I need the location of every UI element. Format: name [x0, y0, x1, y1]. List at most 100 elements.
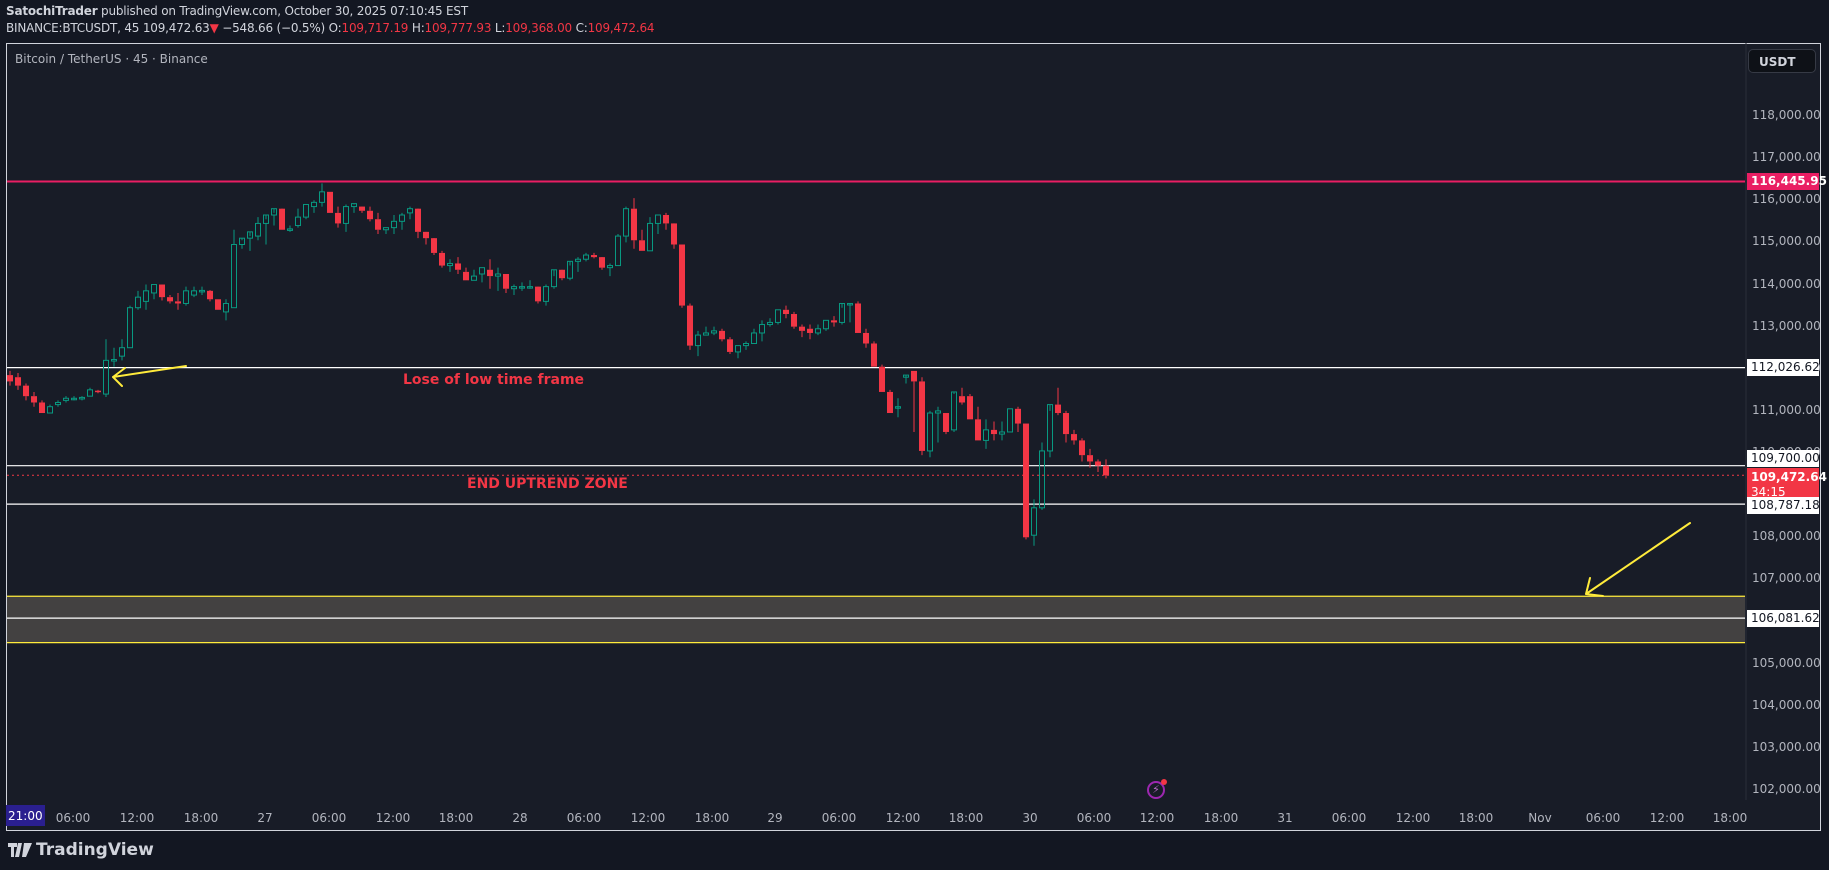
candle-body-up: [927, 412, 933, 452]
candle-body-down: [887, 391, 893, 414]
candle-body-up: [903, 374, 909, 378]
chart-pane[interactable]: [6, 43, 1821, 831]
candle-body-up: [543, 286, 549, 302]
candle-body-down: [687, 305, 693, 346]
price-axis-label: 111,000.00: [1752, 402, 1821, 417]
price-axis-label: 105,000.00: [1752, 655, 1821, 670]
candle-body-up: [607, 265, 613, 269]
price-axis-label: 117,000.00: [1752, 150, 1821, 165]
candle-body-down: [1103, 465, 1109, 476]
annotation-lose-ltf[interactable]: Lose of low time frame: [403, 372, 585, 388]
time-axis-label: 06:00: [1076, 811, 1112, 825]
candle-body-down: [431, 238, 437, 253]
time-axis-label: 29: [767, 811, 783, 825]
price-axis-label: 107,000.00: [1752, 571, 1821, 586]
candle-body-down: [7, 375, 13, 382]
candle-body-up: [751, 332, 757, 345]
high-value: 109,777.93: [424, 21, 492, 35]
brand-text: TradingView: [36, 840, 154, 860]
time-axis-label: 18:00: [1712, 811, 1748, 825]
candle-body-down: [919, 381, 925, 451]
candle-body-down: [663, 215, 669, 224]
candle-body-up: [231, 243, 237, 309]
candle-body-down: [39, 402, 45, 414]
time-axis-label: 12:00: [1649, 811, 1685, 825]
price-axis-label: 102,000.00: [1752, 782, 1821, 797]
candle-body-down: [1095, 461, 1101, 466]
candle-body-up: [295, 216, 301, 227]
candle-body-down: [727, 339, 733, 352]
candle-body-up: [703, 332, 709, 336]
candle-body-down: [871, 343, 877, 367]
candle-body-up: [447, 262, 453, 267]
currency-button[interactable]: USDT: [1748, 49, 1816, 73]
tradingview-logo[interactable]: TradingView: [8, 840, 154, 860]
candle-body-up: [767, 321, 773, 326]
candle-body-down: [831, 320, 837, 323]
last-price: 109,472.63: [142, 21, 210, 35]
tradingview-logo-icon: [8, 843, 32, 857]
price-axis-label: 108,000.00: [1752, 529, 1821, 544]
candle-body-up: [695, 334, 701, 347]
candle-body-up: [711, 330, 717, 334]
price-axis-label: 114,000.00: [1752, 276, 1821, 291]
author-name[interactable]: SatochiTrader: [6, 4, 98, 18]
level-109700-price-label: 109,700.00: [1747, 450, 1820, 467]
candle-body-down: [375, 219, 381, 230]
candle-body-up: [103, 359, 109, 395]
candle-body-down: [791, 314, 797, 327]
candle-body-up: [223, 302, 229, 313]
time-axis-label: 06:00: [1585, 811, 1621, 825]
time-axis-label: 06:00: [821, 811, 857, 825]
candle-body-up: [567, 260, 573, 279]
candle-body-up: [815, 328, 821, 334]
candle-body-up: [575, 258, 581, 262]
annotation-end-uptrend[interactable]: END UPTREND ZONE: [467, 476, 628, 492]
candle-body-down: [95, 390, 101, 393]
candle-body-down: [175, 301, 181, 304]
candle-body-down: [1071, 434, 1077, 441]
candle-body-up: [407, 208, 413, 214]
open-value: 109,717.19: [341, 21, 409, 35]
candle-body-up: [79, 396, 85, 400]
publish-info: SatochiTrader published on TradingView.c…: [6, 4, 468, 18]
candle-body-down: [1023, 423, 1029, 538]
current-price-value: 109,472.64: [1751, 470, 1827, 484]
candle-body-up: [151, 284, 157, 294]
candle-body-up: [1031, 507, 1037, 536]
high-label: H:: [411, 21, 425, 35]
time-axis-label: 12:00: [375, 811, 411, 825]
candle-body-up: [479, 267, 485, 275]
time-axis-label: 12:00: [119, 811, 155, 825]
candle-body-up: [191, 290, 197, 296]
candle-body-up: [247, 231, 253, 239]
time-axis-label: 06:00: [55, 811, 91, 825]
candle-body-down: [855, 303, 861, 333]
candle-body-up: [1047, 404, 1053, 452]
candle-body-up: [983, 429, 989, 441]
candle-body-up: [343, 206, 349, 224]
candle-body-down: [23, 385, 29, 397]
candle-body-up: [615, 235, 621, 267]
candle-body-down: [591, 255, 597, 258]
candle-body-down: [487, 269, 493, 277]
candle-body-down: [679, 244, 685, 306]
candle-body-up: [391, 220, 397, 229]
time-axis-label: 21:00: [6, 805, 45, 826]
candle-body-up: [143, 290, 149, 302]
candle-body-down: [279, 208, 285, 230]
candle-body-up: [999, 431, 1005, 435]
candle-body-down: [415, 208, 421, 232]
arrow-annotation-zone: [1585, 522, 1691, 597]
lightning-alert-icon[interactable]: ⚡: [1147, 779, 1167, 799]
price-axis-label: 115,000.00: [1752, 234, 1821, 249]
candle-body-up: [55, 401, 61, 406]
level-108787-price-label: 108,787.18: [1747, 497, 1820, 514]
candle-body-down: [535, 286, 541, 302]
candle-body-up: [399, 214, 405, 222]
candle-body-up: [583, 254, 589, 260]
candle-body-down: [503, 273, 509, 289]
candle-body-down: [967, 396, 973, 420]
candle-body-down: [975, 419, 981, 441]
